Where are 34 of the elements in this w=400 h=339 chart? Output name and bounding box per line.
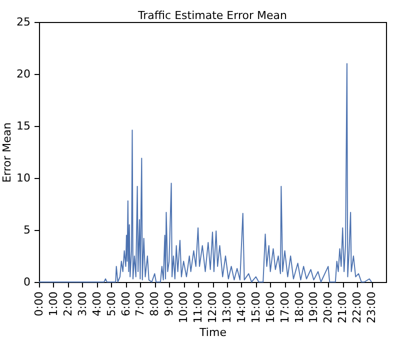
y-tick-label: 5 xyxy=(24,224,30,236)
x-tick-label: 17:00 xyxy=(278,292,292,324)
y-tick-label: 15 xyxy=(16,120,30,132)
x-tick-label: 22:00 xyxy=(350,292,364,324)
x-tick-label: 2:00 xyxy=(61,292,74,316)
chart-title: Traffic Estimate Error Mean xyxy=(137,9,287,22)
x-tick-label: 6:00 xyxy=(119,292,132,316)
line-series xyxy=(38,63,372,282)
x-tick-label: 11:00 xyxy=(192,292,205,324)
x-tick-label: 13:00 xyxy=(220,292,234,324)
x-tick-label: 20:00 xyxy=(322,292,335,324)
y-tick-label: 0 xyxy=(24,276,30,288)
x-tick-label: 7:00 xyxy=(134,292,147,316)
x-tick-label: 5:00 xyxy=(104,292,118,316)
x-tick-label: 14:00 xyxy=(234,292,248,324)
x-tick-label: 9:00 xyxy=(162,292,176,316)
x-tick-label: 12:00 xyxy=(206,292,219,324)
x-tick-label: 16:00 xyxy=(264,292,277,324)
y-tick-label: 10 xyxy=(16,172,30,184)
x-tick-label: 8:00 xyxy=(148,292,162,316)
x-tick-label: 15:00 xyxy=(249,292,262,324)
x-tick-label: 10:00 xyxy=(177,292,190,324)
x-tick-label: 0:00 xyxy=(32,292,46,316)
x-axis-title: Time xyxy=(198,326,227,339)
x-tick-label: 19:00 xyxy=(307,292,320,324)
x-tick-label: 1:00 xyxy=(46,292,60,316)
x-tick-label: 3:00 xyxy=(76,292,89,316)
x-tick-label: 21:00 xyxy=(336,292,350,324)
x-tick-label: 4:00 xyxy=(90,292,104,316)
y-axis-title: Error Mean xyxy=(0,122,14,183)
x-tick-label: 18:00 xyxy=(292,292,306,324)
x-tick-label: 23:00 xyxy=(365,292,378,324)
y-tick-label: 20 xyxy=(16,68,30,80)
y-tick-label: 25 xyxy=(16,16,30,28)
